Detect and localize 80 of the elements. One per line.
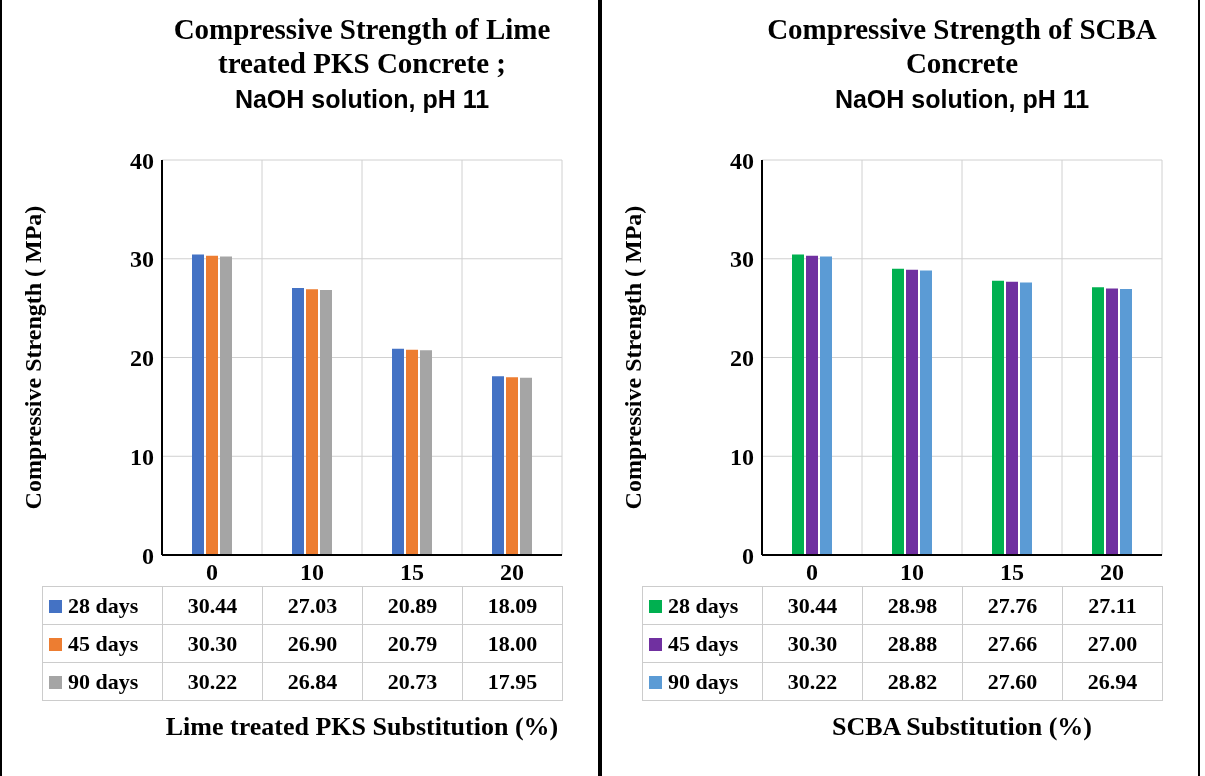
chart-title: Compressive Strength of Lime treated PKS Concrete ; bbox=[172, 12, 552, 80]
data-label: 20.73 bbox=[362, 662, 463, 701]
legend-label: 90 days bbox=[668, 668, 739, 694]
y-tick-label: 0 bbox=[742, 542, 754, 569]
data-label: 27.11 bbox=[1062, 586, 1163, 625]
x-tick-label: 15 bbox=[400, 559, 424, 586]
y-tick-label: 0 bbox=[142, 542, 154, 569]
bar bbox=[820, 256, 832, 555]
data-label: 30.22 bbox=[162, 662, 263, 701]
bar bbox=[1020, 282, 1032, 555]
data-label: 30.44 bbox=[162, 586, 263, 625]
data-label: 30.30 bbox=[162, 624, 263, 663]
bar bbox=[206, 255, 218, 555]
bar bbox=[906, 269, 918, 555]
data-label: 28.98 bbox=[862, 586, 963, 625]
data-label: 30.30 bbox=[762, 624, 863, 663]
bar bbox=[392, 348, 404, 555]
x-tick-label: 10 bbox=[300, 559, 324, 586]
data-label: 30.22 bbox=[762, 662, 863, 701]
y-tick-label: 10 bbox=[730, 443, 754, 470]
bar bbox=[1006, 281, 1018, 555]
data-label: 28.88 bbox=[862, 624, 963, 663]
y-tick-label: 20 bbox=[130, 345, 154, 372]
data-label: 20.79 bbox=[362, 624, 463, 663]
data-label: 26.94 bbox=[1062, 662, 1163, 701]
x-tick-label: 0 bbox=[206, 559, 218, 586]
x-axis-title: SCBA Substitution (%) bbox=[830, 712, 1094, 742]
legend-label: 28 days bbox=[68, 592, 139, 618]
bar bbox=[220, 256, 232, 555]
y-tick-label: 30 bbox=[730, 246, 754, 273]
data-label: 26.84 bbox=[262, 662, 363, 701]
bar bbox=[520, 377, 532, 555]
bar bbox=[792, 254, 804, 555]
data-label: 27.03 bbox=[262, 586, 363, 625]
chart-subtitle: NaOH solution, pH 11 bbox=[833, 84, 1091, 115]
y-tick-label: 20 bbox=[730, 345, 754, 372]
chart-subtitle: NaOH solution, pH 11 bbox=[233, 84, 491, 115]
x-tick-label: 10 bbox=[900, 559, 924, 586]
data-label: 27.66 bbox=[962, 624, 1063, 663]
bar bbox=[320, 289, 332, 555]
bar bbox=[192, 254, 204, 555]
y-tick-label: 40 bbox=[130, 147, 154, 174]
y-axis-title: Compressive Strength ( MPa) bbox=[619, 205, 646, 510]
data-label: 18.09 bbox=[462, 586, 563, 625]
y-tick-label: 40 bbox=[730, 147, 754, 174]
legend-label: 45 days bbox=[68, 630, 139, 656]
chart-title: Compressive Strength of SCBA Concrete bbox=[766, 12, 1158, 80]
y-tick-label: 30 bbox=[130, 246, 154, 273]
bar bbox=[306, 289, 318, 555]
data-label: 27.00 bbox=[1062, 624, 1163, 663]
y-axis-title: Compressive Strength ( MPa) bbox=[19, 205, 46, 510]
bar bbox=[892, 268, 904, 555]
bar bbox=[1092, 287, 1104, 555]
bar bbox=[920, 270, 932, 555]
bar bbox=[292, 288, 304, 555]
legend-label: 28 days bbox=[668, 592, 739, 618]
x-tick-label: 20 bbox=[1100, 559, 1124, 586]
x-axis-title: Lime treated PKS Substitution (%) bbox=[164, 712, 560, 742]
y-tick-label: 10 bbox=[130, 443, 154, 470]
x-tick-label: 20 bbox=[500, 559, 524, 586]
bar bbox=[806, 255, 818, 555]
bar bbox=[506, 377, 518, 555]
bar bbox=[420, 350, 432, 555]
data-label: 30.44 bbox=[762, 586, 863, 625]
bar bbox=[492, 376, 504, 555]
data-label: 27.76 bbox=[962, 586, 1063, 625]
data-label: 26.90 bbox=[262, 624, 363, 663]
legend-label: 45 days bbox=[668, 630, 739, 656]
data-label: 27.60 bbox=[962, 662, 1063, 701]
data-label: 17.95 bbox=[462, 662, 563, 701]
legend-label: 90 days bbox=[68, 668, 139, 694]
data-label: 18.00 bbox=[462, 624, 563, 663]
x-tick-label: 15 bbox=[1000, 559, 1024, 586]
bar bbox=[406, 349, 418, 555]
bar bbox=[1106, 288, 1118, 555]
data-label: 20.89 bbox=[362, 586, 463, 625]
bar bbox=[1120, 288, 1132, 555]
data-label: 28.82 bbox=[862, 662, 963, 701]
x-tick-label: 0 bbox=[806, 559, 818, 586]
bar bbox=[992, 280, 1004, 555]
